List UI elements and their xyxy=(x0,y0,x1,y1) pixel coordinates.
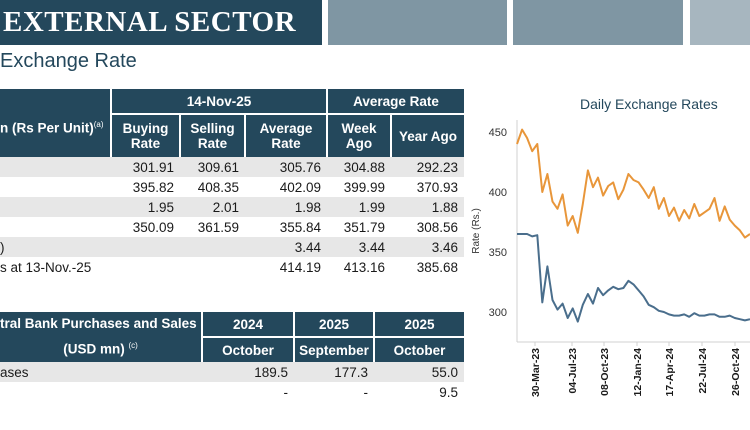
section-subtitle: Exchange Rate xyxy=(0,50,137,72)
x-tick-label: 17-Apr-24 xyxy=(664,348,676,397)
header-title-bar: EXTERNAL SECTOR xyxy=(0,0,322,45)
column-header: Average Rate xyxy=(243,113,328,157)
row-label xyxy=(0,157,111,177)
column-header: Year Ago xyxy=(390,113,465,157)
year-ago-cell: 385.68 xyxy=(416,259,459,275)
exchange-rate-table: n (Rs Per Unit)(a) 14-Nov-25 Average Rat… xyxy=(0,89,465,277)
selling-rate-cell: 309.61 xyxy=(180,157,245,177)
month-header: September xyxy=(293,336,374,362)
chart-title: Daily Exchange Rates xyxy=(580,96,718,112)
unit-label: (USD mn) xyxy=(63,341,125,357)
average-rate-header: Average Rate xyxy=(326,89,465,114)
column-header: Selling Rate xyxy=(179,113,245,157)
value-cell: 177.3 xyxy=(294,362,374,382)
buying-rate-cell xyxy=(111,237,180,257)
average-rate-cell: 355.84 xyxy=(279,219,322,235)
selling-rate-cell xyxy=(180,257,245,277)
value-cell: - xyxy=(283,384,289,400)
average-rate-cell: 402.09 xyxy=(279,179,322,195)
table-row: ases 189.5 177.3 55.0 xyxy=(0,362,464,382)
selling-rate-cell: 361.59 xyxy=(197,219,239,235)
week-ago-cell: 413.16 xyxy=(343,259,386,275)
row-label xyxy=(0,197,111,217)
purchases-unit: (USD mn) (c) xyxy=(0,335,201,361)
row-label: s at 13-Nov.-25 xyxy=(0,259,92,275)
value-cell: 9.5 xyxy=(439,384,458,400)
purchases-header: tral Bank Purchases and Sales (USD mn) (… xyxy=(0,312,202,362)
x-tick-label: 12-Jan-24 xyxy=(632,348,644,397)
value-cell: - xyxy=(363,384,369,400)
week-ago-cell: 3.44 xyxy=(327,237,392,257)
buying-rate-cell: 395.82 xyxy=(132,179,174,195)
table-row: s at 13-Nov.-25 414.19 413.16 385.68 xyxy=(0,257,464,277)
year-header: 2024 xyxy=(201,312,294,337)
x-tick-label: 04-Jul-23 xyxy=(567,348,579,394)
buying-rate-cell: 1.95 xyxy=(111,197,180,217)
y-axis-label: Rate (Rs.) xyxy=(471,208,482,254)
month-header: October xyxy=(373,336,464,362)
x-tick-label: 30-Mar-23 xyxy=(530,348,542,397)
table-row: 350.09 361.59 355.84 351.79 308.56 xyxy=(0,217,464,237)
average-rate-cell: 1.98 xyxy=(245,197,328,217)
week-ago-cell: 351.79 xyxy=(343,219,386,235)
year-ago-cell: 1.88 xyxy=(391,197,465,217)
column-header: Week Ago xyxy=(326,113,392,157)
year-ago-cell: 370.93 xyxy=(416,179,459,195)
year-ago-cell: 3.46 xyxy=(391,237,465,257)
buying-rate-cell: 301.91 xyxy=(111,157,180,177)
y-tick-label: 400 xyxy=(489,187,507,199)
year-ago-cell: 308.56 xyxy=(416,219,459,235)
exchange-rate-chart: 300 350 400 450 Rate (Rs.) 30-Mar-23 04-Jul-23… xyxy=(471,120,750,397)
week-ago-cell: 399.99 xyxy=(343,179,386,195)
table-row: 301.91 309.61 305.76 304.88 292.23 xyxy=(0,157,465,177)
year-header: 2025 xyxy=(373,312,464,337)
central-bank-purchases-table: tral Bank Purchases and Sales (USD mn) (… xyxy=(0,312,464,402)
row-label xyxy=(0,177,111,197)
selling-rate-cell: 2.01 xyxy=(180,197,245,217)
value-cell: 189.5 xyxy=(202,362,294,382)
purchases-title: tral Bank Purchases and Sales xyxy=(0,316,197,332)
week-ago-cell: 1.99 xyxy=(327,197,392,217)
series-line-0 xyxy=(516,128,750,239)
table-row: 1.95 2.01 1.98 1.99 1.88 xyxy=(0,197,465,217)
year-ago-cell: 292.23 xyxy=(391,157,465,177)
value-cell: 55.0 xyxy=(374,362,464,382)
row-label xyxy=(0,217,111,237)
y-tick-label: 350 xyxy=(489,247,507,259)
table-row: 395.82 408.35 402.09 399.99 370.93 xyxy=(0,177,464,197)
table-row: ) 3.44 3.44 3.46 xyxy=(0,237,465,257)
table-corner-header: n (Rs Per Unit)(a) xyxy=(0,89,111,157)
x-tick-label: 26-Oct-24 xyxy=(730,348,742,396)
table-row: - - 9.5 xyxy=(0,382,464,402)
series-line-1 xyxy=(517,233,750,323)
average-rate-cell: 3.44 xyxy=(245,237,328,257)
week-ago-cell: 304.88 xyxy=(327,157,392,177)
column-header: Buying Rate xyxy=(110,113,180,157)
x-tick-label: 08-Oct-23 xyxy=(599,348,611,396)
y-tick-label: 300 xyxy=(489,307,507,319)
page-title: EXTERNAL SECTOR xyxy=(3,6,297,38)
month-header: October xyxy=(201,336,294,362)
row-label: ) xyxy=(0,237,111,257)
header-decor-block xyxy=(690,0,750,45)
year-header: 2025 xyxy=(293,312,374,337)
unit-label: n (Rs Per Unit) xyxy=(0,120,94,136)
row-label: ases xyxy=(0,362,202,382)
y-tick-label: 450 xyxy=(489,127,507,139)
average-rate-cell: 414.19 xyxy=(279,259,322,275)
buying-rate-cell: 350.09 xyxy=(132,219,174,235)
note-marker: (a) xyxy=(93,120,104,130)
note-marker: (c) xyxy=(128,341,138,351)
header-decor-block xyxy=(328,0,507,45)
header-decor-block xyxy=(513,0,683,45)
selling-rate-cell: 408.35 xyxy=(197,179,239,195)
date-header: 14-Nov-25 xyxy=(109,89,328,114)
selling-rate-cell xyxy=(180,237,245,257)
x-tick-label: 22-Jul-24 xyxy=(697,348,709,394)
row-label xyxy=(0,382,202,402)
average-rate-cell: 305.76 xyxy=(245,157,328,177)
